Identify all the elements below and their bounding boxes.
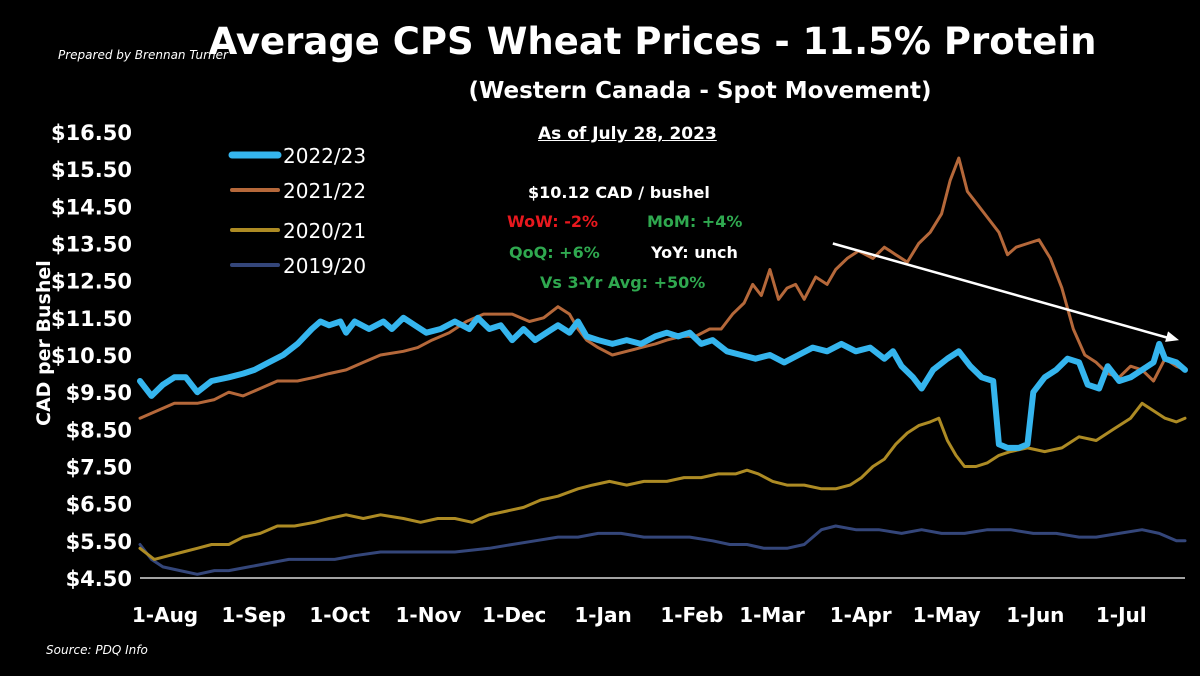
x-tick-label: 1-Nov <box>396 603 462 627</box>
prepared-by-note: Prepared by Brennan Turner <box>58 48 228 62</box>
series-line-2021-22 <box>138 156 1187 420</box>
y-tick-label: $14.50 <box>51 195 132 219</box>
y-tick-label: $16.50 <box>51 121 132 145</box>
trend-arrow-line <box>832 242 1170 340</box>
trend-arrow-head <box>1165 331 1179 342</box>
x-tick-label: 1-Dec <box>482 603 546 627</box>
y-tick-label: $13.50 <box>51 233 132 257</box>
legend-label: 2021/22 <box>283 179 366 203</box>
y-tick-label: $7.50 <box>66 456 132 480</box>
x-tick-label: 1-Jan <box>574 603 631 627</box>
vs-3yr-avg-annotation: Vs 3-Yr Avg: +50% <box>540 273 706 292</box>
legend-label: 2022/23 <box>283 144 366 168</box>
y-tick-label: $5.50 <box>66 530 132 554</box>
y-tick-label: $8.50 <box>66 418 132 442</box>
x-tick-label: 1-Mar <box>739 603 805 627</box>
mom-annotation: MoM: +4% <box>647 212 743 231</box>
qoq-annotation: QoQ: +6% <box>509 243 600 262</box>
source-note: Source: PDQ Info <box>46 643 148 657</box>
y-tick-label: $6.50 <box>66 493 132 517</box>
y-tick-label: $12.50 <box>51 270 132 294</box>
chart-title: Average CPS Wheat Prices - 11.5% Protein <box>208 20 1097 63</box>
x-tick-label: 1-Aug <box>132 603 198 627</box>
y-tick-label: $11.50 <box>51 307 132 331</box>
x-tick-label: 1-Feb <box>660 603 723 627</box>
x-tick-label: 1-Jun <box>1006 603 1064 627</box>
y-tick-label: $9.50 <box>66 381 132 405</box>
y-tick-label: $15.50 <box>51 158 132 182</box>
y-axis-label: CAD per Bushel <box>33 260 55 426</box>
x-tick-label: 1-Sep <box>221 603 286 627</box>
x-tick-label: 1-Apr <box>830 603 892 627</box>
legend-label: 2019/20 <box>283 254 366 278</box>
x-tick-label: 1-Oct <box>309 603 370 627</box>
legend-label: 2020/21 <box>283 219 366 243</box>
as-of-date: As of July 28, 2023 <box>538 124 717 144</box>
yoy-annotation: YoY: unch <box>651 243 738 262</box>
x-tick-label: 1-May <box>913 603 981 627</box>
series-line-2022-23 <box>137 314 1188 451</box>
series-line-2019-20 <box>138 524 1187 576</box>
y-tick-label: $4.50 <box>66 567 132 591</box>
wow-annotation: WoW: -2% <box>507 212 598 231</box>
y-tick-label: $10.50 <box>51 344 132 368</box>
chart-subtitle: (Western Canada - Spot Movement) <box>468 78 932 104</box>
price-annotation: $10.12 CAD / bushel <box>528 183 710 202</box>
x-tick-label: 1-Jul <box>1096 603 1147 627</box>
